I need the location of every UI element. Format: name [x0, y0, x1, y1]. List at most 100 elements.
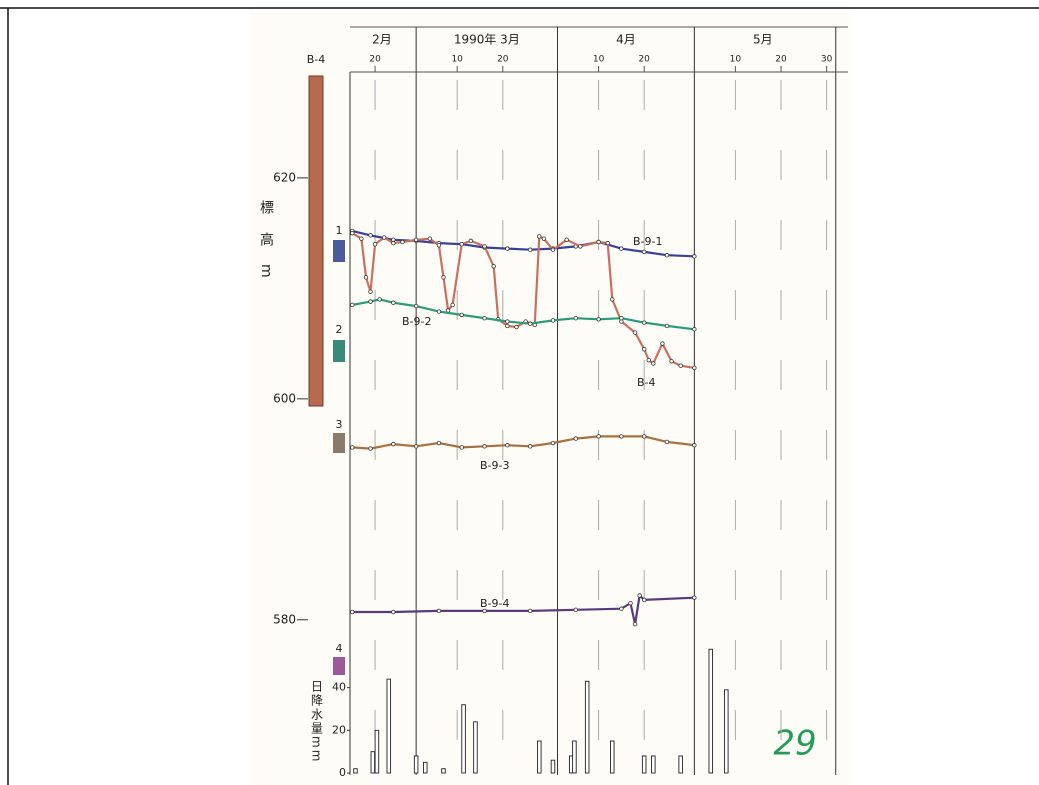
data-point: [382, 236, 386, 240]
x-tick-label: 10: [451, 55, 463, 65]
rain-bar: [354, 769, 358, 773]
month-label: 2月: [372, 33, 392, 47]
data-point: [565, 238, 569, 242]
series-label: B-9-2: [402, 315, 431, 328]
rain-tick-label: 20: [332, 723, 346, 736]
screen: [333, 433, 345, 453]
data-point: [528, 609, 532, 613]
data-point: [642, 250, 646, 254]
rain-bar: [551, 760, 555, 773]
well-number: 3: [336, 418, 343, 431]
data-point: [528, 445, 532, 449]
data-point: [451, 303, 455, 307]
data-point: [428, 237, 432, 241]
data-point: [620, 247, 624, 251]
data-point: [693, 327, 697, 331]
data-point: [392, 610, 396, 614]
data-point: [460, 313, 464, 317]
data-point: [369, 447, 373, 451]
y-tick-label: 600: [273, 391, 296, 405]
data-point: [437, 609, 441, 613]
data-point: [369, 290, 373, 294]
series-label: B-9-3: [480, 459, 509, 472]
data-point: [469, 239, 473, 243]
data-point: [506, 443, 510, 447]
rain-bar: [375, 730, 379, 773]
data-point: [350, 303, 354, 307]
rain-bar: [414, 756, 418, 773]
data-point: [369, 234, 373, 238]
y-axis-label: 標高m: [258, 200, 274, 296]
data-point: [360, 237, 364, 241]
series-label: B-9-1: [633, 235, 662, 248]
rain-bar: [724, 690, 728, 773]
page: {"chart_data": [ {"type": "line", "y_lab…: [0, 0, 1039, 785]
rain-bar: [585, 681, 589, 773]
data-point: [574, 316, 578, 320]
data-point: [483, 245, 487, 249]
rain-bar: [610, 741, 614, 773]
data-point: [492, 264, 496, 268]
data-point: [642, 598, 646, 602]
data-point: [528, 248, 532, 252]
month-label: 4月: [616, 33, 636, 47]
data-point: [693, 366, 697, 370]
data-point: [542, 237, 546, 241]
y-tick-label: 620: [273, 170, 296, 184]
rain-tick-label: 40: [332, 681, 346, 694]
data-point: [693, 255, 697, 259]
data-point: [437, 310, 441, 314]
data-point: [392, 301, 396, 305]
data-point: [597, 318, 601, 322]
data-point: [610, 298, 614, 302]
data-point: [350, 610, 354, 614]
data-point: [515, 325, 519, 329]
data-point: [661, 342, 665, 346]
well-number: 4: [336, 642, 343, 655]
well-number: 2: [336, 323, 343, 336]
rain-tick-label: 0: [339, 766, 346, 779]
data-point: [350, 446, 354, 450]
data-point: [414, 304, 418, 308]
data-point: [642, 321, 646, 325]
data-point: [460, 446, 464, 450]
x-tick-label: 20: [638, 55, 650, 65]
data-point: [638, 594, 642, 598]
data-point: [665, 324, 669, 328]
data-point: [597, 240, 601, 244]
y-tick-label: 580: [273, 612, 296, 626]
rain-bar: [462, 705, 466, 773]
data-point: [392, 442, 396, 446]
data-point: [528, 322, 532, 326]
data-point: [642, 347, 646, 351]
rain-axis-label: 日降水量mm: [310, 680, 324, 763]
data-point: [620, 435, 624, 439]
bore-log: [309, 76, 323, 406]
data-point: [437, 441, 441, 445]
data-point: [597, 435, 601, 439]
data-point: [369, 300, 373, 304]
series-label: B-9-4: [480, 597, 509, 610]
data-point: [551, 248, 555, 252]
x-tick-label: 10: [593, 55, 605, 65]
well-number: 1: [336, 224, 343, 237]
data-point: [574, 437, 578, 441]
data-point: [633, 331, 637, 335]
page-number: 29: [773, 724, 816, 764]
data-point: [392, 241, 396, 245]
rain-bar: [423, 762, 427, 773]
x-tick-label: 20: [775, 55, 787, 65]
screen: [333, 657, 345, 675]
data-point: [483, 445, 487, 449]
rain-bar: [652, 756, 656, 773]
series-label: B-4: [637, 376, 656, 389]
data-point: [574, 608, 578, 612]
screen: [333, 340, 345, 362]
month-label: 1990年 3月: [454, 33, 520, 47]
x-tick-label: 20: [369, 55, 381, 65]
data-point: [442, 276, 446, 280]
rain-bar: [537, 741, 541, 773]
data-point: [665, 440, 669, 444]
rain-bar: [679, 756, 683, 773]
rain-bar: [387, 679, 391, 773]
